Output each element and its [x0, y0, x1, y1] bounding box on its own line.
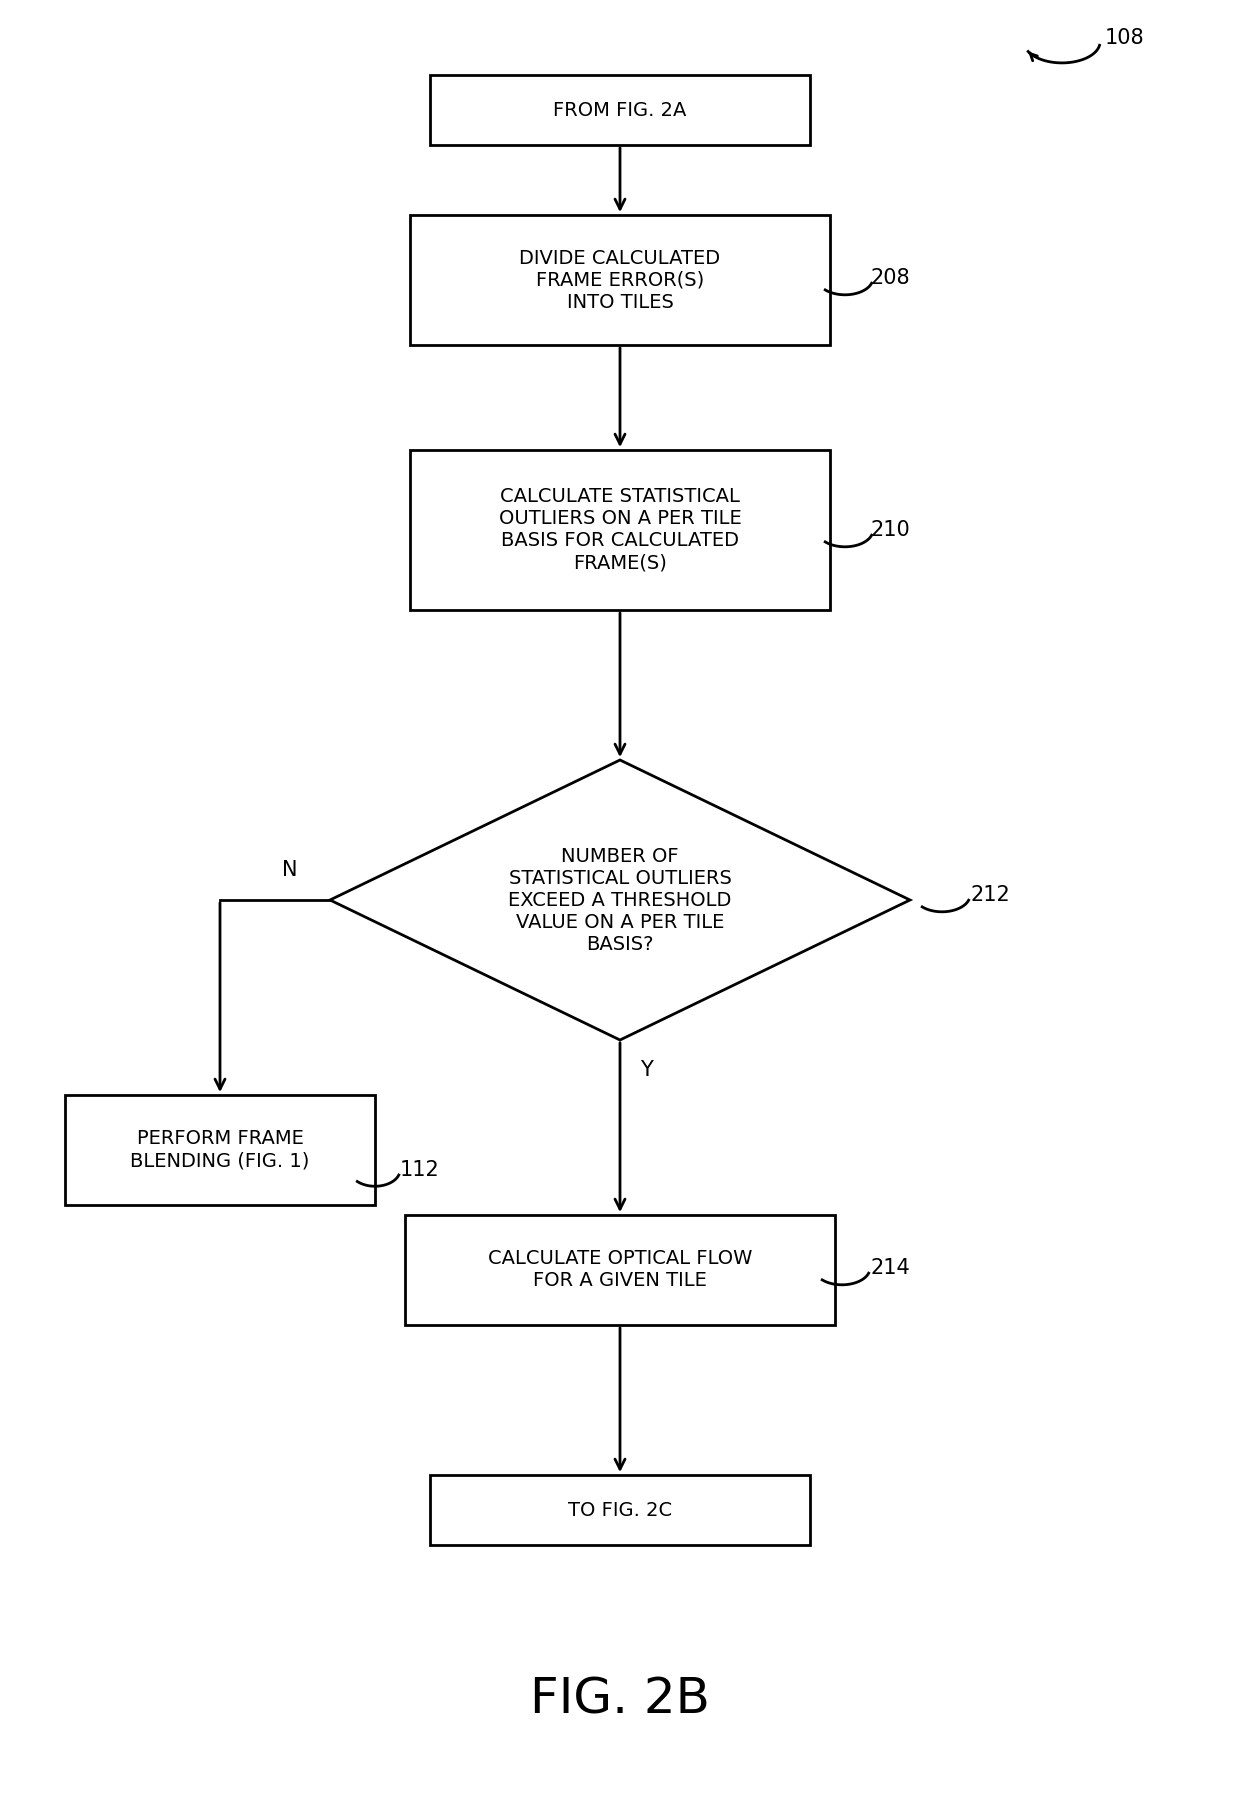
Text: PERFORM FRAME
BLENDING (FIG. 1): PERFORM FRAME BLENDING (FIG. 1): [130, 1129, 310, 1171]
Text: 214: 214: [870, 1257, 910, 1277]
FancyBboxPatch shape: [430, 1476, 810, 1544]
Text: CALCULATE STATISTICAL
OUTLIERS ON A PER TILE
BASIS FOR CALCULATED
FRAME(S): CALCULATE STATISTICAL OUTLIERS ON A PER …: [498, 487, 742, 572]
FancyBboxPatch shape: [430, 76, 810, 144]
Text: 210: 210: [870, 520, 910, 539]
Text: N: N: [283, 861, 298, 880]
Text: FROM FIG. 2A: FROM FIG. 2A: [553, 101, 687, 119]
Text: CALCULATE OPTICAL FLOW
FOR A GIVEN TILE: CALCULATE OPTICAL FLOW FOR A GIVEN TILE: [487, 1250, 753, 1290]
Text: NUMBER OF
STATISTICAL OUTLIERS
EXCEED A THRESHOLD
VALUE ON A PER TILE
BASIS?: NUMBER OF STATISTICAL OUTLIERS EXCEED A …: [508, 846, 732, 954]
Text: 212: 212: [970, 886, 1009, 906]
Text: 208: 208: [870, 269, 910, 289]
Text: Y: Y: [640, 1061, 653, 1081]
FancyBboxPatch shape: [405, 1216, 835, 1324]
Text: TO FIG. 2C: TO FIG. 2C: [568, 1501, 672, 1519]
FancyBboxPatch shape: [410, 449, 830, 610]
Text: 108: 108: [1105, 29, 1145, 49]
FancyBboxPatch shape: [410, 215, 830, 345]
FancyBboxPatch shape: [64, 1095, 374, 1205]
Text: 112: 112: [401, 1160, 440, 1180]
Text: FIG. 2B: FIG. 2B: [529, 1676, 711, 1725]
Polygon shape: [330, 759, 910, 1039]
Text: DIVIDE CALCULATED
FRAME ERROR(S)
INTO TILES: DIVIDE CALCULATED FRAME ERROR(S) INTO TI…: [520, 249, 720, 312]
